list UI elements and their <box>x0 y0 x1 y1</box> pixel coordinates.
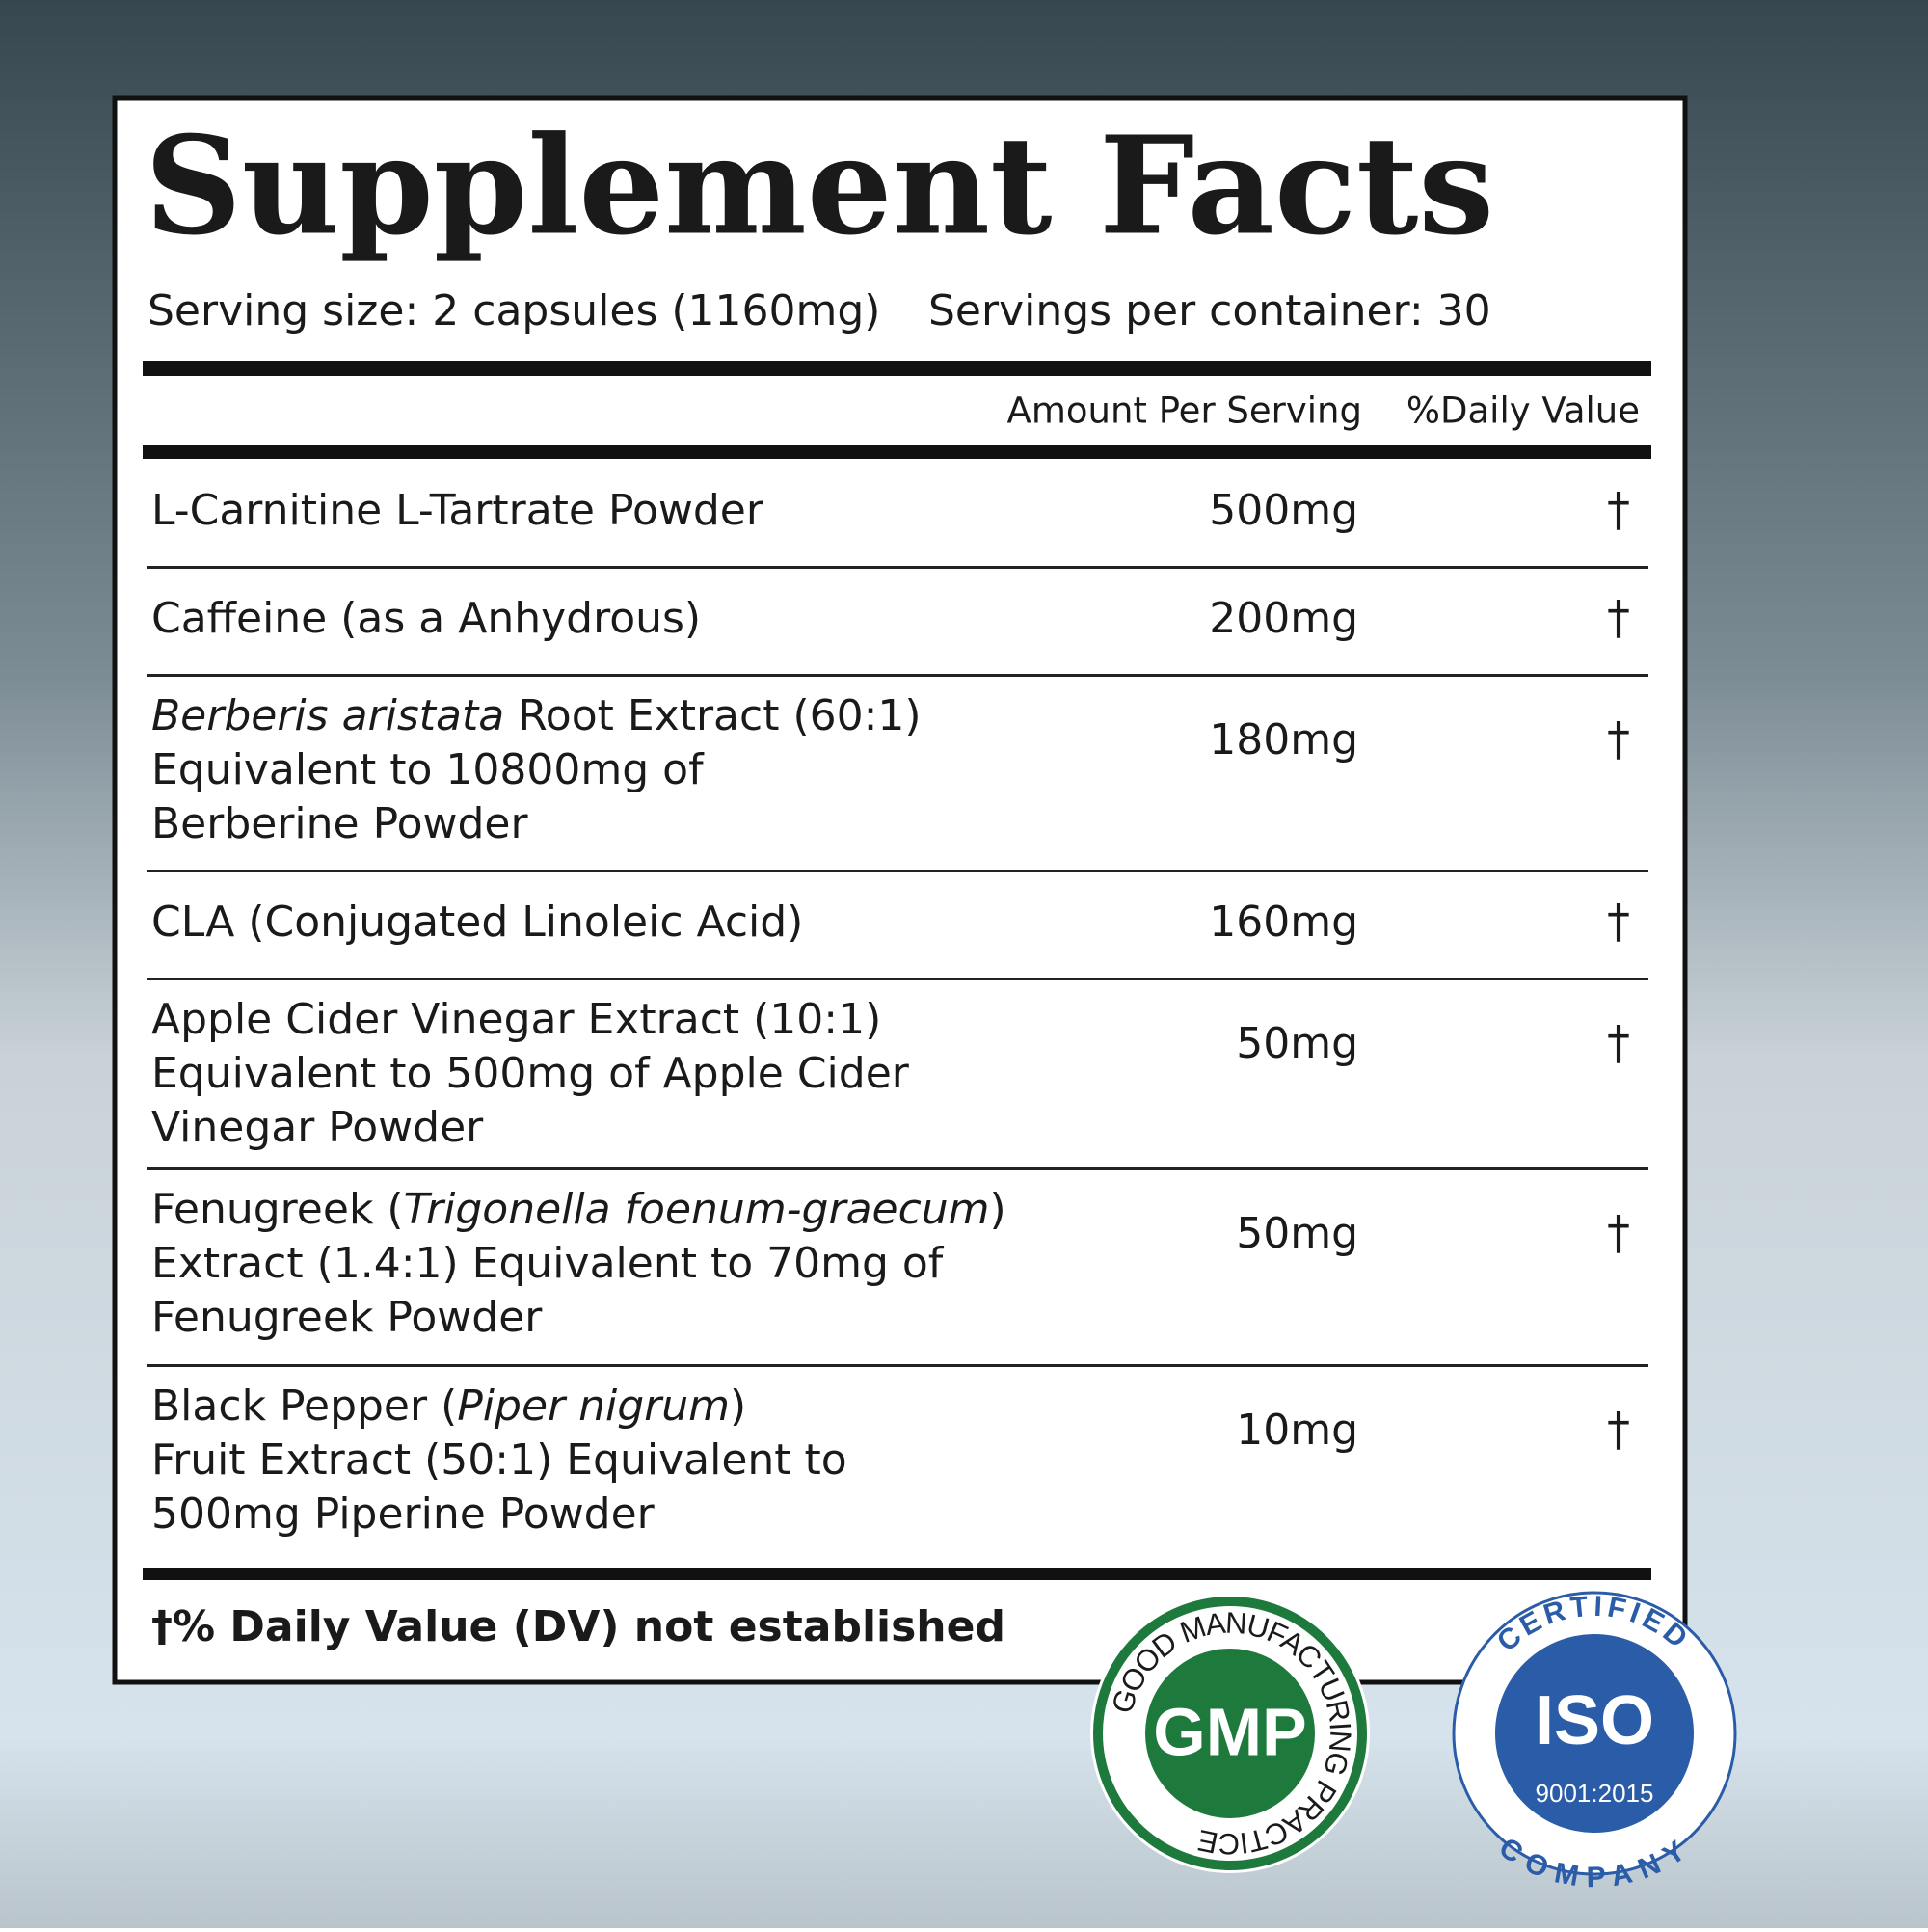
ingredient-name: Vinegar Powder <box>151 1103 484 1152</box>
ingredient-name: Equivalent to 10800mg of <box>151 745 705 794</box>
row-divider <box>147 1167 1648 1170</box>
daily-value: † <box>1607 895 1630 949</box>
column-header: %Daily Value <box>1406 390 1640 432</box>
name-segment: Piper nigrum <box>457 1382 730 1431</box>
divider-thick <box>143 445 1651 459</box>
name-segment: Root Extract (60:1) <box>504 691 921 740</box>
servings-per-container: Servings per container: 30 <box>928 286 1491 335</box>
column-header: Amount Per Serving <box>1007 390 1362 432</box>
ingredient-name: Berberis aristata Root Extract (60:1) <box>151 691 922 740</box>
badge-center <box>1495 1634 1694 1833</box>
name-segment: ) <box>990 1185 1006 1234</box>
name-segment: Fenugreek ( <box>151 1185 404 1234</box>
name-segment: CLA (Conjugated Linoleic Acid) <box>151 898 803 947</box>
name-segment: Vinegar Powder <box>151 1103 484 1152</box>
name-segment: L-Carnitine L-Tartrate Powder <box>151 486 764 535</box>
amount: 50mg <box>1236 1019 1358 1068</box>
daily-value: † <box>1607 483 1630 537</box>
amount: 180mg <box>1209 715 1358 765</box>
ingredient-name: Fenugreek Powder <box>151 1293 543 1342</box>
title: Supplement Facts <box>145 108 1494 266</box>
name-segment: 500mg Piperine Powder <box>151 1489 656 1539</box>
name-segment: Fruit Extract (50:1) Equivalent to <box>151 1436 847 1485</box>
ingredient-name: Fenugreek (Trigonella foenum-graecum) <box>151 1185 1006 1234</box>
gmp-badge: GOOD MANUFACTURING PRACTICE GMP <box>1090 1594 1370 1873</box>
name-segment: Fenugreek Powder <box>151 1293 543 1342</box>
name-segment: Berberine Powder <box>151 799 528 848</box>
daily-value: † <box>1607 712 1630 766</box>
ingredient-name: Fruit Extract (50:1) Equivalent to <box>151 1436 847 1485</box>
daily-value: † <box>1607 591 1630 645</box>
amount: 500mg <box>1209 486 1358 535</box>
daily-value: † <box>1607 1403 1630 1457</box>
name-segment: ) <box>730 1382 746 1431</box>
name-segment: Caffeine (as a Anhydrous) <box>151 594 701 643</box>
row-divider <box>147 1364 1648 1367</box>
badge-ring <box>1093 1597 1367 1870</box>
serving-size: Serving size: 2 capsules (1160mg) <box>147 286 880 335</box>
name-segment: Equivalent to 10800mg of <box>151 745 705 794</box>
amount: 50mg <box>1236 1209 1358 1258</box>
name-segment: Extract (1.4:1) Equivalent to 70mg of <box>151 1239 945 1288</box>
row-divider <box>147 674 1648 677</box>
badge-label: GMP <box>1153 1694 1306 1769</box>
ingredient-name: Caffeine (as a Anhydrous) <box>151 594 701 643</box>
badge-center <box>1145 1649 1315 1818</box>
ingredient-name: Extract (1.4:1) Equivalent to 70mg of <box>151 1239 945 1288</box>
footnote: †% Daily Value (DV) not established <box>151 1602 1005 1651</box>
amount: 160mg <box>1209 898 1358 947</box>
ingredient-name: Berberine Powder <box>151 799 528 848</box>
ingredient-name: Equivalent to 500mg of Apple Cider <box>151 1049 910 1098</box>
name-segment: Berberis aristata <box>151 691 504 740</box>
amount: 10mg <box>1236 1406 1358 1455</box>
ingredient-name: Apple Cider Vinegar Extract (10:1) <box>151 995 881 1044</box>
daily-value: † <box>1607 1016 1630 1070</box>
ingredient-name: L-Carnitine L-Tartrate Powder <box>151 486 764 535</box>
row-divider <box>147 566 1648 569</box>
name-segment: Black Pepper ( <box>151 1382 457 1431</box>
daily-value: † <box>1607 1206 1630 1260</box>
name-segment: Trigonella foenum-graecum <box>404 1185 990 1234</box>
ingredient-name: CLA (Conjugated Linoleic Acid) <box>151 898 803 947</box>
row-divider <box>147 870 1648 872</box>
divider-thick <box>143 361 1651 376</box>
row-divider <box>147 978 1648 980</box>
badge-label: ISO <box>1535 1682 1654 1759</box>
ingredient-name: Black Pepper (Piper nigrum) <box>151 1382 746 1431</box>
divider-thick <box>143 1568 1651 1580</box>
name-segment: Apple Cider Vinegar Extract (10:1) <box>151 995 881 1044</box>
ingredient-name: 500mg Piperine Powder <box>151 1489 656 1539</box>
name-segment: Equivalent to 500mg of Apple Cider <box>151 1049 910 1098</box>
badge-standard: 9001:2015 <box>1536 1779 1654 1808</box>
amount: 200mg <box>1209 594 1358 643</box>
